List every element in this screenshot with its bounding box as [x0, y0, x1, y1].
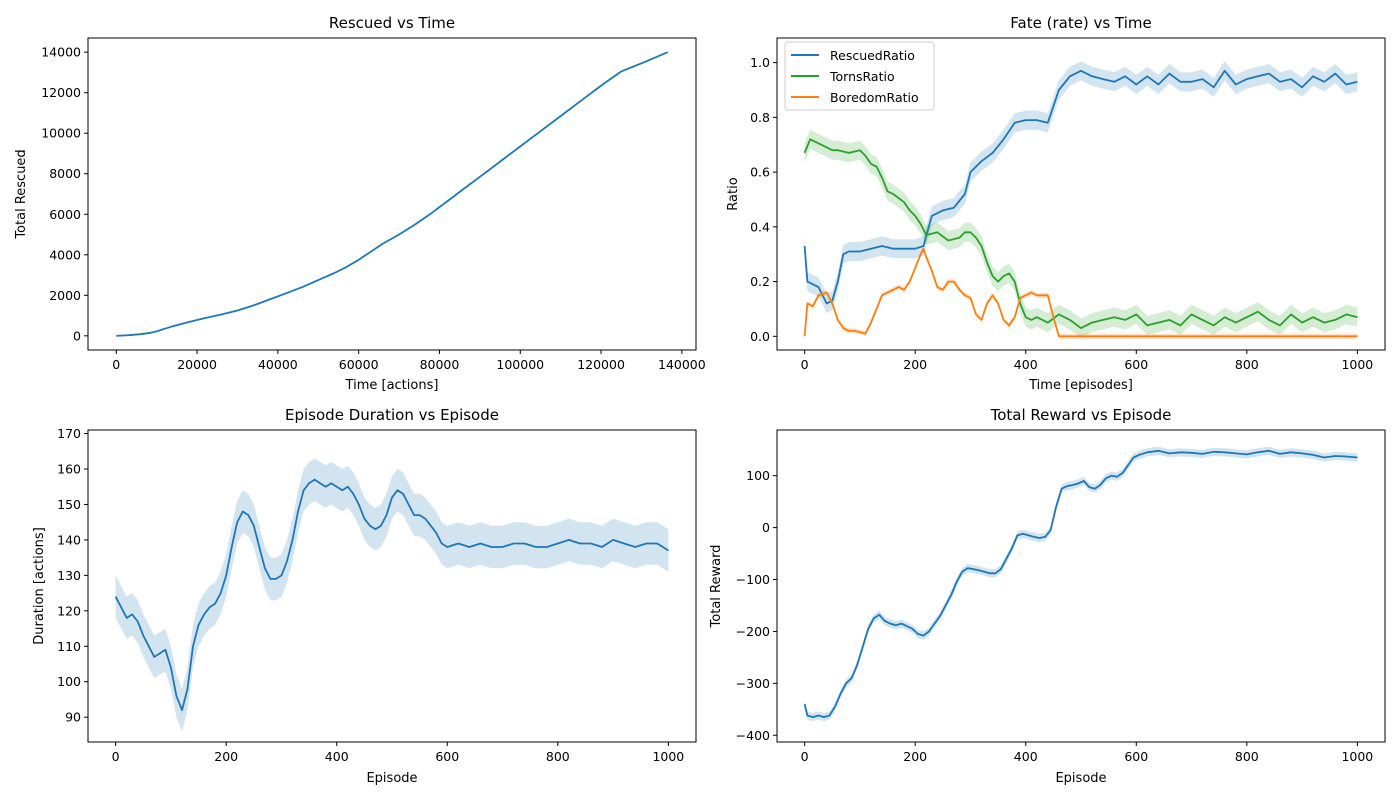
- y-tick-label: −300: [736, 676, 770, 691]
- series-line-boredomratio: [803, 247, 1358, 338]
- y-tick-label: −400: [736, 728, 770, 743]
- x-tick-label: 200: [903, 357, 927, 372]
- y-axis-label: Ratio: [726, 177, 741, 210]
- axes-frame: [776, 429, 1386, 743]
- series-line-duration: [114, 478, 669, 711]
- legend-box: [784, 41, 935, 111]
- x-tick-label: 600: [1124, 749, 1148, 764]
- legend-label-tornsratio: TornsRatio: [829, 69, 895, 84]
- y-axis-label: Total Reward: [709, 545, 724, 629]
- x-tick-label: 0: [112, 749, 120, 764]
- x-tick-label: 140000: [658, 357, 706, 372]
- y-tick-label: 110: [57, 639, 81, 654]
- x-tick-label: 200: [903, 749, 927, 764]
- x-tick-label: 0: [801, 749, 809, 764]
- legend: RescuedRatio TornsRatio BoredomRatio: [784, 41, 935, 111]
- y-tick-label: 90: [65, 710, 81, 725]
- axes-frame: [87, 37, 697, 351]
- axes-frame: [87, 429, 697, 743]
- y-tick-label: −100: [736, 572, 770, 587]
- y-tick-label: 0: [73, 328, 81, 343]
- y-tick-label: −200: [736, 624, 770, 639]
- x-tick-label: 800: [1235, 749, 1259, 764]
- chart-title: Fate (rate) vs Time: [1010, 14, 1151, 32]
- y-tick-label: 0.2: [750, 274, 770, 289]
- x-tick-label: 40000: [258, 357, 298, 372]
- y-tick-label: 8000: [49, 166, 81, 181]
- x-axis-label: Episode: [366, 771, 417, 786]
- x-tick-label: 1000: [1341, 749, 1373, 764]
- series-line-rescuedratio: [803, 69, 1358, 305]
- chart-title: Rescued vs Time: [329, 14, 455, 32]
- y-tick-label: 160: [57, 462, 81, 477]
- panel-episode-duration-vs-episode: 0 200 400 600 800 1000 90 100 110 120 130 140 150 160…: [32, 406, 697, 786]
- x-tick-label: 1000: [1341, 357, 1373, 372]
- y-tick-label: 130: [57, 568, 81, 583]
- y-tick-label: 150: [57, 497, 81, 512]
- x-tick-label: 100000: [496, 357, 544, 372]
- series-line-tornsratio: [803, 138, 1358, 329]
- y-tick-label: 4000: [49, 247, 81, 262]
- x-tick-label: 400: [1014, 749, 1038, 764]
- y-tick-label: 14000: [41, 45, 81, 60]
- x-tick-label: 600: [1124, 357, 1148, 372]
- x-tick-label: 120000: [577, 357, 625, 372]
- y-tick-label: 100: [746, 468, 770, 483]
- x-tick-label: 400: [1014, 357, 1038, 372]
- y-axis-label: Duration [actions]: [32, 527, 47, 645]
- x-tick-label: 60000: [339, 357, 379, 372]
- panel-fate-rate-vs-time: 0 200 400 600 800 1000 0.0 0.2 0.4 0.6 0.8 1.0 Fate…: [726, 14, 1386, 393]
- confidence-band-boredomratio: [804, 246, 1358, 340]
- y-tick-label: 6000: [49, 207, 81, 222]
- y-tick-label: 0.6: [750, 165, 770, 180]
- axes-frame: [776, 37, 1386, 351]
- x-axis-label: Episode: [1055, 771, 1106, 786]
- y-tick-label: 12000: [41, 85, 81, 100]
- x-tick-label: 20000: [177, 357, 217, 372]
- x-tick-label: 80000: [420, 357, 460, 372]
- panel-rescued-vs-time: 0 20000 40000 60000 80000 100000 120000 140000 0…: [14, 14, 706, 393]
- x-axis-label: Time [actions]: [345, 378, 439, 393]
- legend-label-rescuedratio: RescuedRatio: [830, 48, 915, 63]
- x-tick-label: 1000: [652, 749, 684, 764]
- y-tick-label: 0: [762, 520, 770, 535]
- x-tick-label: 0: [112, 357, 120, 372]
- y-tick-label: 100: [57, 674, 81, 689]
- x-tick-label: 200: [214, 749, 238, 764]
- y-tick-label: 0.8: [750, 110, 770, 125]
- y-tick-label: 0.4: [750, 219, 770, 234]
- x-tick-label: 600: [435, 749, 459, 764]
- y-tick-label: 120: [57, 603, 81, 618]
- series-line-total-reward: [803, 449, 1358, 718]
- y-tick-label: 10000: [41, 126, 81, 141]
- y-axis-label: Total Rescued: [14, 149, 29, 239]
- x-tick-label: 800: [1235, 357, 1259, 372]
- y-tick-label: 2000: [49, 288, 81, 303]
- y-tick-label: 1.0: [750, 55, 770, 70]
- y-tick-label: 140: [57, 532, 81, 547]
- series-line-total-rescued: [116, 51, 669, 337]
- x-tick-label: 800: [546, 749, 570, 764]
- x-axis-label: Time [episodes]: [1028, 378, 1133, 393]
- x-tick-label: 400: [325, 749, 349, 764]
- panel-total-reward-vs-episode: 0 200 400 600 800 1000 −400 −300 −200 −100 0 100 To…: [709, 406, 1386, 786]
- chart-title: Episode Duration vs Episode: [285, 406, 499, 424]
- y-tick-label: 0.0: [750, 329, 770, 344]
- legend-label-boredomratio: BoredomRatio: [830, 90, 919, 105]
- chart-title: Total Reward vs Episode: [990, 406, 1172, 424]
- x-tick-label: 0: [801, 357, 809, 372]
- y-tick-label: 170: [57, 426, 81, 441]
